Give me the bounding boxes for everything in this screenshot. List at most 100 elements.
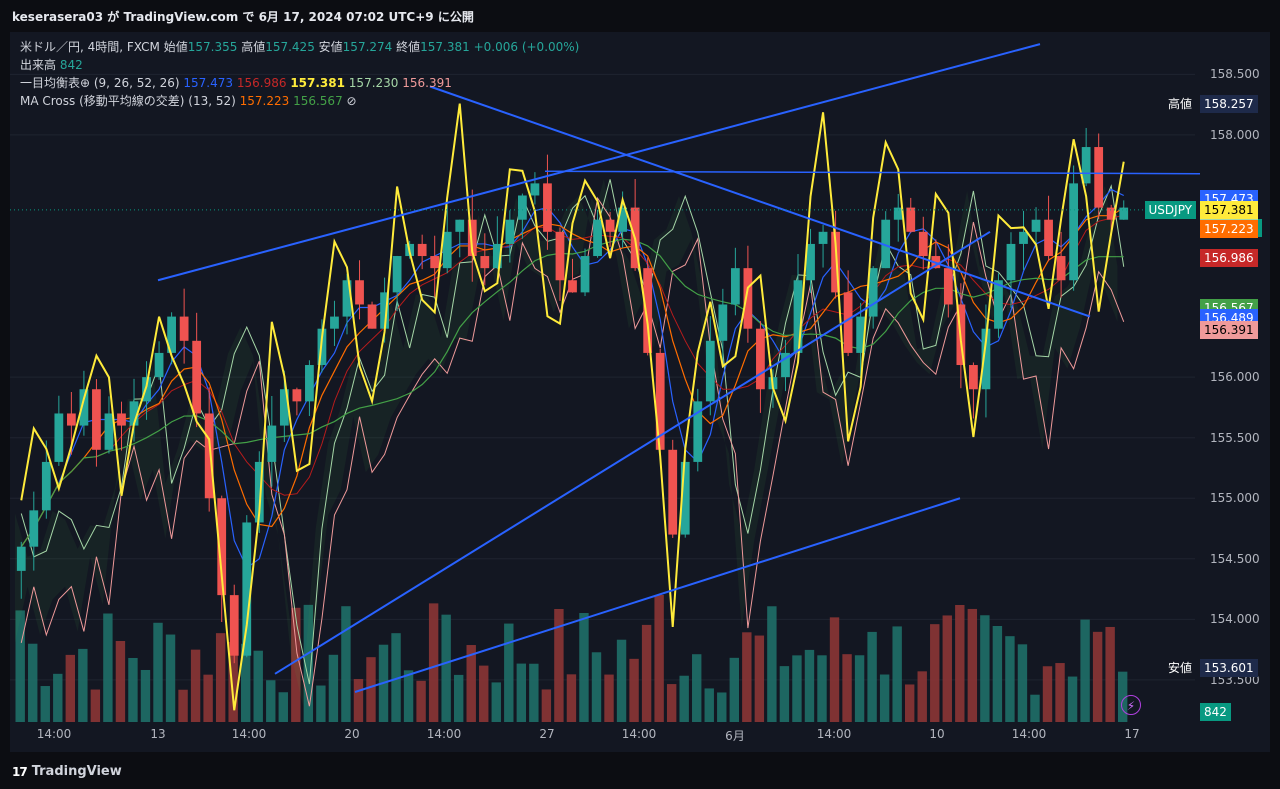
volume-bar xyxy=(779,666,790,722)
candle-body xyxy=(267,425,277,462)
volume-bar xyxy=(754,635,765,722)
trendline-horizontal xyxy=(544,170,1201,175)
volume-bar xyxy=(65,654,76,722)
time-tick-label: 10 xyxy=(929,727,945,741)
candle-body xyxy=(1106,207,1116,220)
candle-body xyxy=(730,268,740,305)
price-tag-label: 高値 xyxy=(1167,96,1192,111)
candle-body xyxy=(969,365,978,390)
ma-cross-legend-row[interactable]: MA Cross (移動平均線の交差) (13, 52) 157.223 156… xyxy=(20,92,579,110)
volume-bar xyxy=(1055,663,1065,722)
candle-body xyxy=(467,219,477,257)
price-tag: 156.986 xyxy=(1200,248,1258,267)
open-value: 157.355 xyxy=(187,40,238,54)
volume-bar xyxy=(416,680,426,722)
volume-bar xyxy=(1017,644,1028,722)
volume-bar xyxy=(917,671,927,722)
candle-body xyxy=(480,256,490,269)
time-tick-label: 14:00 xyxy=(621,727,657,741)
price-chart[interactable] xyxy=(10,32,1270,752)
ma-fast-line xyxy=(20,207,1125,548)
candle-body xyxy=(906,207,916,232)
price-tick-label: 155.500 xyxy=(1210,430,1260,445)
volume-bar xyxy=(854,655,865,722)
volume-bar xyxy=(504,623,514,722)
volume-bar xyxy=(1042,666,1053,722)
volume-bar xyxy=(704,688,714,722)
price-tick-label: 158.000 xyxy=(1210,127,1260,142)
high-label: 高値 xyxy=(241,40,266,54)
volume-legend-row[interactable]: 出来高 842 xyxy=(20,56,579,74)
hidden-icon[interactable]: ⊘ xyxy=(346,94,357,108)
tradingview-logo[interactable]: 17 TradingView xyxy=(12,764,122,779)
candle-body xyxy=(355,280,364,305)
candle-body xyxy=(781,352,790,378)
lightning-icon[interactable]: ⚡ xyxy=(1121,695,1141,715)
volume-bar xyxy=(742,632,752,722)
ichimoku-label: 一目均衡表⊕ (9, 26, 52, 26) xyxy=(20,76,180,90)
volume-bar xyxy=(479,665,489,722)
trendline-upper xyxy=(157,43,1041,282)
time-tick-label: 17 xyxy=(1124,727,1140,741)
price-tick-label: 154.000 xyxy=(1210,612,1260,627)
candle-body xyxy=(718,304,728,341)
candle-body xyxy=(1069,183,1079,281)
candle-body xyxy=(455,219,465,232)
symbol-legend-row[interactable]: 米ドル／円, 4時間, FXCM 始値157.355 高値157.425 安値1… xyxy=(20,38,579,56)
ichimoku-legend-row[interactable]: 一目均衡表⊕ (9, 26, 52, 26) 157.473 156.986 1… xyxy=(20,74,579,92)
candle-body xyxy=(16,546,26,571)
chart-pane[interactable] xyxy=(10,32,1270,752)
price-tick-label: 156.000 xyxy=(1210,370,1260,385)
volume-bar xyxy=(804,649,815,722)
volume-bar xyxy=(1117,671,1128,722)
volume-bar xyxy=(140,669,151,722)
volume-bar xyxy=(303,604,314,722)
ma-slow-value: 156.567 xyxy=(293,94,343,108)
volume-tag: 842 xyxy=(1200,703,1231,721)
volume-bar xyxy=(278,692,288,722)
volume-bar xyxy=(466,645,476,722)
volume-bar xyxy=(241,643,251,722)
price-tag-label: USDJPY xyxy=(1144,200,1196,219)
volume-bar xyxy=(842,654,852,722)
candle-body xyxy=(793,280,803,353)
price-tick-label: 158.500 xyxy=(1210,67,1260,82)
candle-body xyxy=(943,268,953,305)
candle-body xyxy=(618,207,627,232)
candle-body xyxy=(1081,147,1091,184)
volume-bar xyxy=(654,594,664,722)
volume-bar xyxy=(930,624,940,722)
time-tick-label: 14:00 xyxy=(231,727,267,741)
volume-bar xyxy=(90,689,101,722)
close-value: 157.381 xyxy=(420,40,470,54)
volume-bar xyxy=(328,654,339,722)
volume-bar xyxy=(1030,694,1040,722)
symbol-name: 米ドル／円, 4時間, FXCM xyxy=(20,40,160,54)
candle-body xyxy=(994,280,1003,329)
candle-body xyxy=(179,316,189,341)
change-value: +0.006 (+0.00%) xyxy=(473,40,580,54)
candle-body xyxy=(568,280,577,293)
volume-bar xyxy=(253,650,263,722)
volume-bar xyxy=(604,674,614,722)
ma-fast-value: 157.223 xyxy=(239,94,290,108)
volume-bar xyxy=(428,603,439,722)
candle-body xyxy=(705,340,715,402)
candle-body xyxy=(668,449,678,535)
candle-body xyxy=(117,413,126,426)
candle-body xyxy=(555,231,565,281)
volume-bar xyxy=(679,675,689,722)
volume-bar xyxy=(767,606,777,722)
low-label: 安値 xyxy=(318,40,343,54)
candle-body xyxy=(204,413,214,499)
time-tick-label: 14:00 xyxy=(816,727,852,741)
candle-body xyxy=(605,219,615,232)
volume-bar xyxy=(40,686,50,722)
candle-body xyxy=(1044,219,1053,257)
candle-body xyxy=(167,316,176,353)
candle-body xyxy=(543,183,552,232)
trendline-falling xyxy=(429,85,1091,318)
volume-bar xyxy=(1092,631,1103,722)
volume-bar xyxy=(491,682,501,722)
volume-bar xyxy=(729,657,739,722)
